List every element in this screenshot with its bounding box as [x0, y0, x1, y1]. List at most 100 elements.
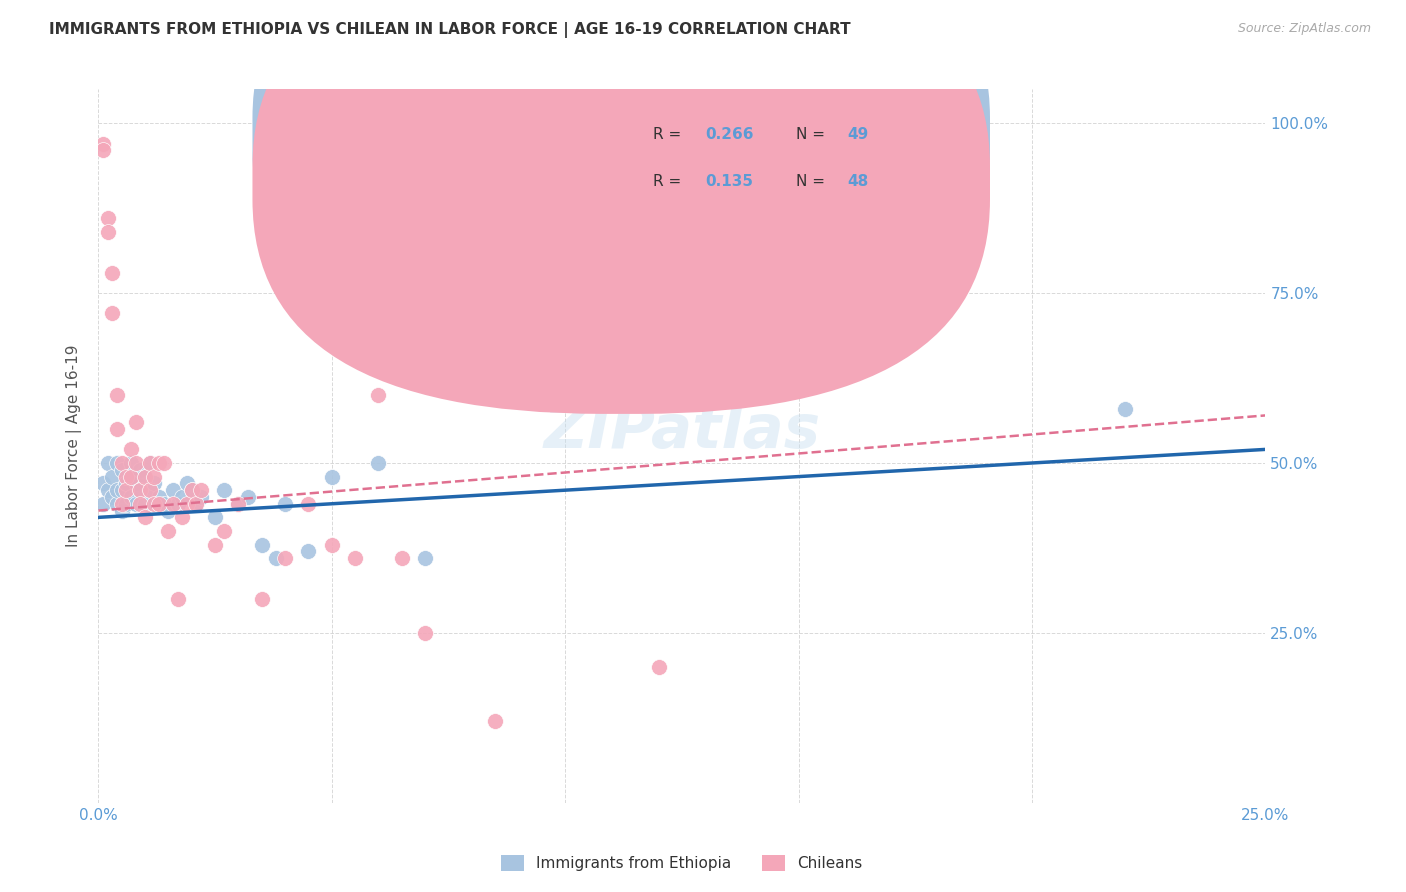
Point [166, 591, 188, 606]
Point [111, 503, 134, 517]
Point [139, 456, 162, 470]
FancyBboxPatch shape [582, 103, 945, 225]
Point [190, 490, 212, 504]
Point [413, 626, 436, 640]
Point [125, 476, 148, 491]
Point [367, 388, 389, 402]
Point [134, 469, 156, 483]
Point [186, 497, 208, 511]
Point [101, 266, 124, 280]
Point [91, 136, 114, 151]
Point [129, 483, 152, 498]
Point [139, 456, 162, 470]
Point [105, 497, 128, 511]
Point [120, 442, 142, 457]
Point [105, 456, 128, 470]
Point [111, 456, 134, 470]
Point [152, 497, 174, 511]
Point [344, 551, 367, 566]
Point [143, 497, 166, 511]
Point [148, 497, 170, 511]
Point [97, 225, 120, 239]
FancyBboxPatch shape [253, 0, 990, 414]
Point [172, 490, 194, 504]
Text: 49: 49 [848, 127, 869, 142]
FancyBboxPatch shape [253, 0, 990, 366]
Point [115, 476, 138, 491]
Text: 48: 48 [848, 175, 869, 189]
Legend: Immigrants from Ethiopia, Chileans: Immigrants from Ethiopia, Chileans [495, 849, 869, 877]
Point [180, 483, 202, 498]
Point [204, 510, 226, 524]
Point [134, 510, 156, 524]
Text: 0.135: 0.135 [706, 175, 754, 189]
Point [647, 388, 669, 402]
Point [321, 537, 343, 551]
Point [97, 483, 120, 498]
Point [214, 483, 236, 498]
Point [166, 497, 188, 511]
Point [236, 490, 259, 504]
Point [97, 456, 120, 470]
Point [297, 497, 319, 511]
Point [148, 456, 170, 470]
Text: N =: N = [796, 127, 830, 142]
Point [297, 544, 319, 558]
Point [115, 497, 138, 511]
Point [157, 503, 180, 517]
Point [143, 476, 166, 491]
Point [129, 497, 152, 511]
Point [250, 591, 273, 606]
Point [120, 490, 142, 504]
Point [139, 483, 162, 498]
Point [125, 415, 148, 429]
Point [134, 469, 156, 483]
Point [125, 497, 148, 511]
Point [134, 497, 156, 511]
Point [111, 483, 134, 498]
Point [162, 497, 184, 511]
Point [274, 497, 297, 511]
Point [129, 483, 152, 498]
Text: IMMIGRANTS FROM ETHIOPIA VS CHILEAN IN LABOR FORCE | AGE 16-19 CORRELATION CHART: IMMIGRANTS FROM ETHIOPIA VS CHILEAN IN L… [49, 22, 851, 38]
Point [115, 469, 138, 483]
Point [176, 476, 198, 491]
Point [391, 551, 413, 566]
Point [162, 483, 184, 498]
Point [120, 469, 142, 483]
Point [157, 524, 180, 538]
Text: N =: N = [796, 175, 830, 189]
Point [115, 483, 138, 498]
Text: ZIPatlas: ZIPatlas [543, 402, 821, 461]
Point [484, 714, 506, 729]
Text: R =: R = [652, 127, 686, 142]
Point [190, 483, 212, 498]
Point [264, 551, 287, 566]
Text: 0.266: 0.266 [706, 127, 754, 142]
Point [367, 456, 389, 470]
Point [152, 456, 174, 470]
Point [120, 469, 142, 483]
Point [101, 490, 124, 504]
Point [413, 551, 436, 566]
Point [321, 469, 343, 483]
Point [647, 660, 669, 674]
Point [228, 497, 250, 511]
Point [143, 469, 166, 483]
Point [91, 144, 114, 158]
Point [101, 469, 124, 483]
Point [250, 537, 273, 551]
Point [1114, 401, 1136, 416]
Y-axis label: In Labor Force | Age 16-19: In Labor Force | Age 16-19 [66, 344, 83, 548]
Point [101, 306, 124, 320]
Point [176, 497, 198, 511]
Text: Source: ZipAtlas.com: Source: ZipAtlas.com [1237, 22, 1371, 36]
Point [105, 422, 128, 436]
Point [186, 497, 208, 511]
Point [139, 483, 162, 498]
Point [120, 456, 142, 470]
Point [228, 497, 250, 511]
Point [97, 211, 120, 226]
Point [111, 463, 134, 477]
Text: R =: R = [652, 175, 686, 189]
